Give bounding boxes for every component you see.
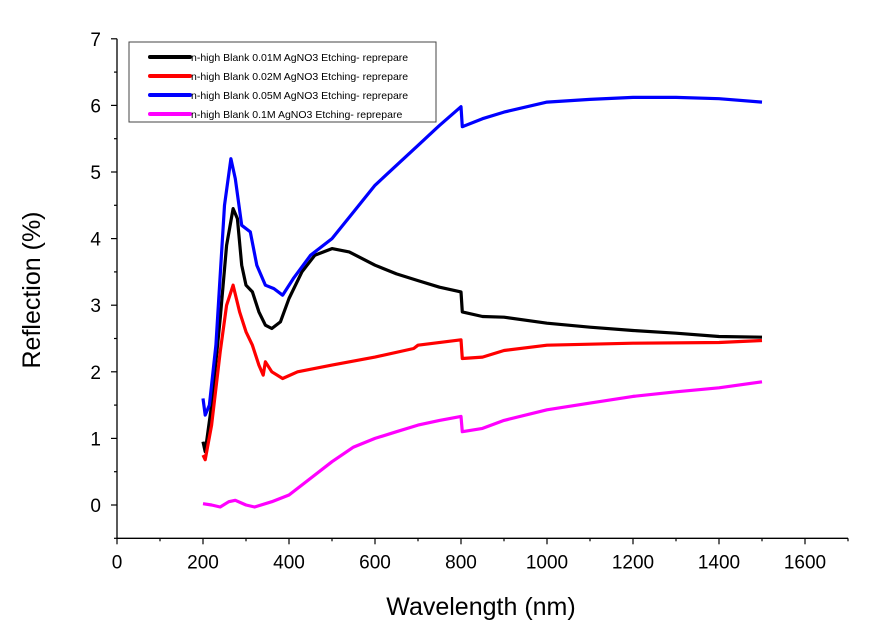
x-tick-label: 1200 xyxy=(612,552,654,573)
y-tick-label: 2 xyxy=(90,363,101,384)
y-tick-label: 1 xyxy=(90,429,101,450)
axes: 0 200 400 600 800 1000 1200 1400 1600 0 1 2 3 4 5 6 7 xyxy=(90,30,849,573)
y-tick-label: 7 xyxy=(90,30,101,51)
y-tick-label: 5 xyxy=(90,163,101,184)
x-tick-label: 1000 xyxy=(526,552,568,573)
x-tick-label: 1600 xyxy=(784,552,826,573)
x-tick-label: 400 xyxy=(273,552,305,573)
series-line-2 xyxy=(201,283,763,462)
x-tick-label: 200 xyxy=(187,552,219,573)
series-line-4 xyxy=(202,380,763,509)
series-line-3 xyxy=(201,95,763,417)
y-tick-label: 4 xyxy=(90,230,101,251)
legend-label-4: n-high Blank 0.1M AgNO3 Etching- reprepa… xyxy=(191,109,402,121)
x-tick-label: 1400 xyxy=(698,552,740,573)
legend-label-1: n-high Blank 0.01M AgNO3 Etching- reprep… xyxy=(191,52,408,64)
x-tick-label: 600 xyxy=(359,552,391,573)
x-tick-label: 800 xyxy=(445,552,477,573)
x-axis-label: Wavelength (nm) xyxy=(386,593,575,621)
x-tick-label: 0 xyxy=(112,552,123,573)
y-tick-label: 0 xyxy=(90,496,101,517)
y-axis-label: Reflection (%) xyxy=(18,212,46,369)
y-tick-label: 3 xyxy=(90,296,101,317)
legend-label-3: n-high Blank 0.05M AgNO3 Etching- reprep… xyxy=(191,90,408,102)
legend: n-high Blank 0.01M AgNO3 Etching- reprep… xyxy=(128,41,437,123)
y-tick-label: 6 xyxy=(90,96,101,117)
series-line-1 xyxy=(201,207,763,454)
series-lines xyxy=(201,95,763,509)
legend-label-2: n-high Blank 0.02M AgNO3 Etching- reprep… xyxy=(191,71,408,83)
